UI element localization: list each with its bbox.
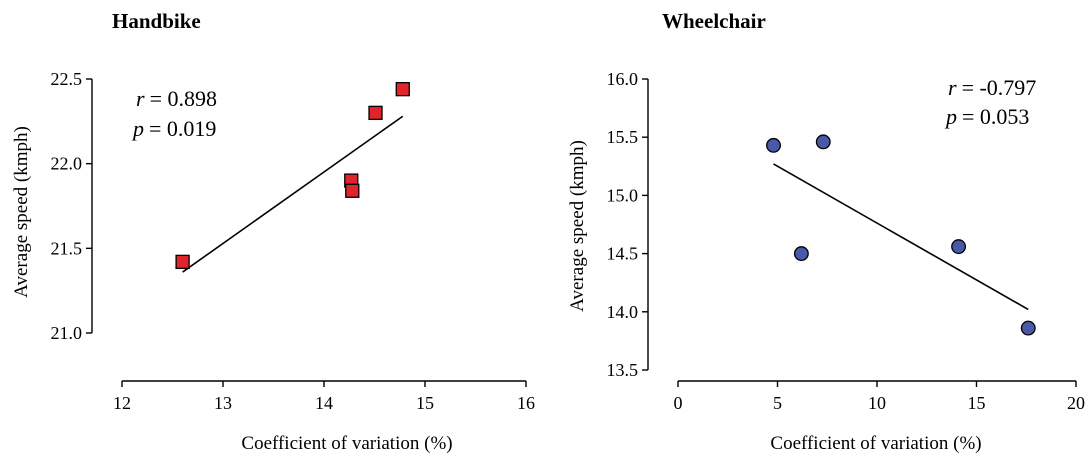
wheelchair-panel: Wheelchair Average speed (kmph) Coeffici… <box>567 9 1085 454</box>
wheelchair-y-tick-label: 13.5 <box>607 360 639 380</box>
handbike-data-point <box>395 82 410 97</box>
wheelchair-x-tick-label: 0 <box>674 393 683 413</box>
wheelchair-regression-line <box>773 163 1029 311</box>
handbike-x-axis-label: Coefficient of variation (%) <box>241 433 452 454</box>
handbike-p-value: = 0.019 <box>149 116 216 141</box>
wheelchair-axes: 13.5 14.0 14.5 15.0 15.5 16.0 0 5 10 15 20 <box>607 69 1086 413</box>
handbike-x-tick-label: 12 <box>113 393 131 413</box>
handbike-y-tick-label: 22.5 <box>51 69 83 89</box>
handbike-y-tick-label: 21.5 <box>51 238 83 258</box>
wheelchair-r-stat: r = -0.797 <box>948 75 1036 100</box>
handbike-y-tick-label: 21.0 <box>51 323 83 343</box>
handbike-r-value: = 0.898 <box>150 86 217 111</box>
handbike-p-stat: p = 0.019 <box>131 116 216 141</box>
wheelchair-x-tick-label: 10 <box>868 393 886 413</box>
handbike-title: Handbike <box>112 9 201 33</box>
wheelchair-y-tick-label: 15.5 <box>607 127 639 147</box>
handbike-data-point <box>175 254 190 270</box>
handbike-y-tick-label: 22.0 <box>51 154 83 174</box>
handbike-x-tick-label: 16 <box>517 393 535 413</box>
wheelchair-data-point <box>793 246 809 262</box>
wheelchair-p-value: = 0.053 <box>962 104 1029 129</box>
wheelchair-y-tick-label: 14.0 <box>607 302 639 322</box>
wheelchair-x-axis-label: Coefficient of variation (%) <box>770 433 981 454</box>
handbike-p-symbol: p <box>131 116 144 141</box>
wheelchair-points <box>766 134 1036 336</box>
wheelchair-data-point <box>815 134 831 150</box>
wheelchair-data-point <box>951 239 967 255</box>
handbike-y-axis-label: Average speed (kmph) <box>11 126 32 298</box>
wheelchair-r-value: = -0.797 <box>962 75 1037 100</box>
handbike-data-point <box>345 183 360 198</box>
handbike-x-tick-label: 13 <box>214 393 232 413</box>
handbike-x-tick-label: 15 <box>416 393 434 413</box>
handbike-fit <box>182 115 404 273</box>
wheelchair-y-tick-label: 16.0 <box>607 69 639 89</box>
wheelchair-title: Wheelchair <box>662 9 766 33</box>
wheelchair-data-point <box>1020 320 1036 336</box>
handbike-axes: 21.0 21.5 22.0 22.5 12 13 14 15 16 <box>51 69 536 413</box>
wheelchair-p-stat: p = 0.053 <box>944 104 1029 129</box>
wheelchair-p-symbol: p <box>944 104 957 129</box>
wheelchair-x-tick-label: 20 <box>1067 393 1085 413</box>
handbike-r-symbol: r <box>136 86 145 111</box>
wheelchair-r-symbol: r <box>948 75 957 100</box>
wheelchair-x-tick-label: 15 <box>968 393 986 413</box>
wheelchair-data-point <box>766 137 781 153</box>
wheelchair-y-axis-label: Average speed (kmph) <box>567 140 588 312</box>
handbike-r-stat: r = 0.898 <box>136 86 217 111</box>
handbike-points <box>175 82 410 270</box>
wheelchair-fit <box>773 163 1029 311</box>
handbike-regression-line <box>182 115 404 273</box>
wheelchair-y-tick-label: 15.0 <box>607 185 639 205</box>
wheelchair-x-tick-label: 5 <box>773 393 782 413</box>
handbike-data-point <box>368 105 383 121</box>
handbike-panel: Handbike Average speed (kmph) Coefficien… <box>11 9 535 454</box>
wheelchair-y-tick-label: 14.5 <box>607 244 639 264</box>
handbike-x-tick-label: 14 <box>315 393 333 413</box>
